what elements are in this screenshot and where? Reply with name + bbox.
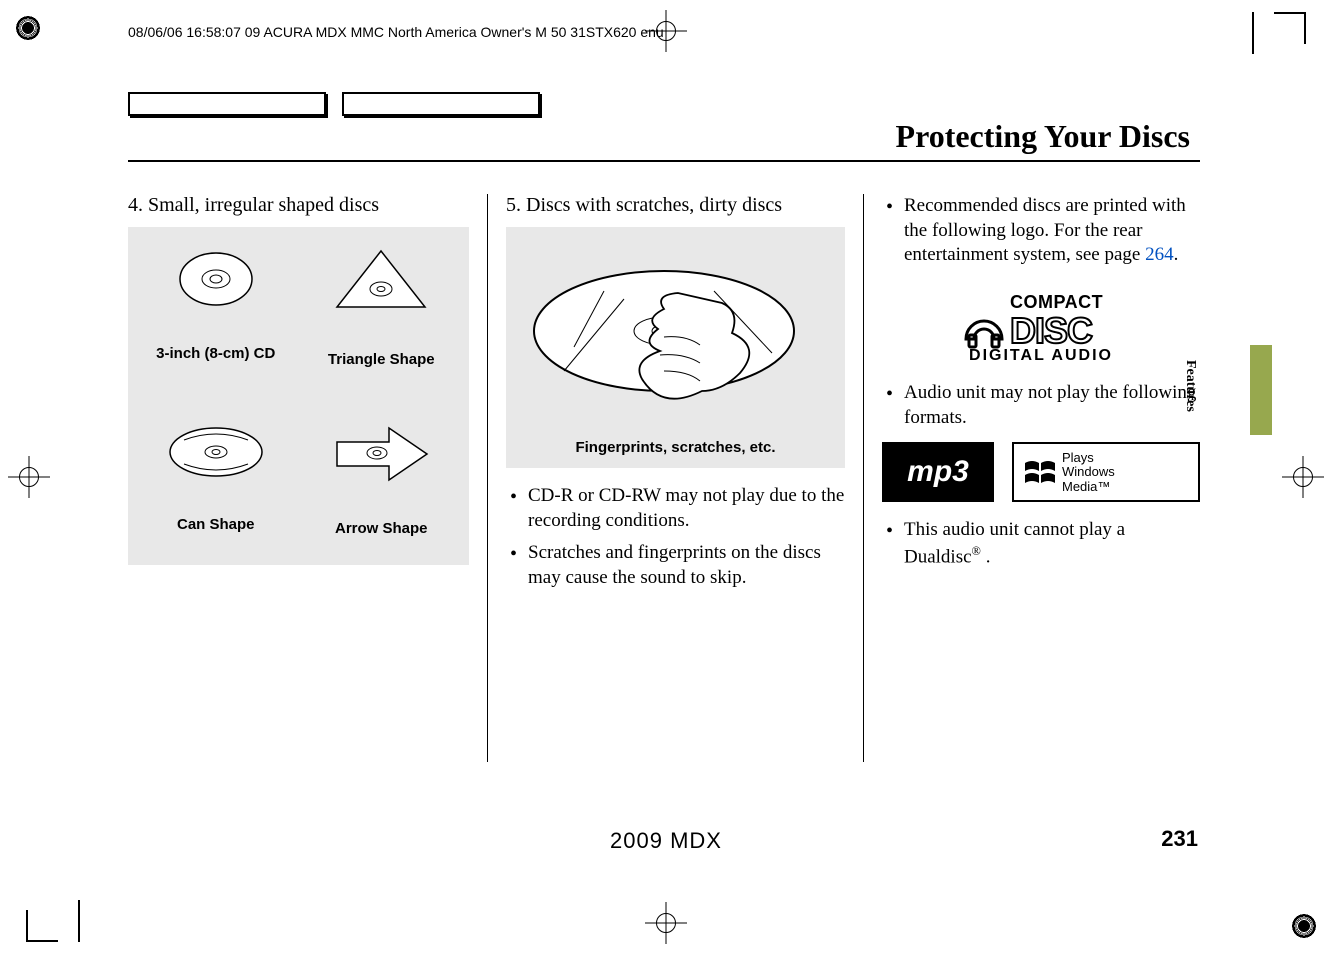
page-link[interactable]: 264 — [1145, 244, 1174, 265]
crop-line-tr — [1252, 12, 1254, 54]
crop-line-bl — [78, 900, 80, 942]
footer-page-number: 231 — [1161, 826, 1198, 852]
text: . — [1174, 244, 1179, 265]
wm-text: Plays — [1062, 451, 1115, 465]
hand-disc-icon — [514, 241, 814, 421]
col3-bullets-3: This audio unit cannot play a Dualdisc® … — [882, 518, 1200, 570]
registration-mark-br — [1290, 912, 1318, 940]
page-title: Protecting Your Discs — [896, 118, 1190, 155]
can-icon — [166, 422, 266, 482]
svg-text:DISC: DISC — [1010, 313, 1093, 349]
shape-label: Can Shape — [177, 516, 255, 533]
wm-text: Windows — [1062, 465, 1115, 479]
shape-label: Triangle Shape — [328, 351, 435, 368]
bullet-item: Recommended discs are printed with the f… — [882, 194, 1200, 268]
compact-disc-logo: COMPACT DISC DIGITAL AUDIO — [882, 292, 1200, 365]
header-metadata: 08/06/06 16:58:07 09 ACURA MDX MMC North… — [128, 24, 664, 40]
format-logos: mp3 Plays Windows Media™ — [882, 442, 1200, 502]
column-1: 4. Small, irregular shaped discs 3-inch … — [128, 194, 469, 762]
column-2: 5. Discs with scratches, dirty discs Fin… — [506, 194, 845, 762]
shape-label: 3-inch (8-cm) CD — [156, 345, 275, 362]
shapes-panel: 3-inch (8-cm) CD Triangle Shape — [128, 227, 469, 565]
registered-mark: ® — [972, 544, 981, 558]
wm-text: Media™ — [1062, 480, 1115, 494]
windows-flag-icon — [1022, 455, 1056, 489]
text: . — [981, 546, 991, 567]
text: Recommended discs are printed with the f… — [904, 195, 1186, 265]
title-rule — [128, 160, 1200, 162]
mp3-logo: mp3 — [882, 442, 994, 502]
cd-logo-digital: DIGITAL AUDIO — [969, 347, 1113, 365]
col3-bullets-2: Audio unit may not play the following fo… — [882, 381, 1200, 430]
footer-model: 2009 MDX — [610, 828, 722, 854]
scratch-panel: Fingerprints, scratches, etc. — [506, 227, 845, 468]
crop-corner-bl — [26, 910, 58, 942]
shape-label: Arrow Shape — [335, 520, 428, 537]
scratch-caption: Fingerprints, scratches, etc. — [514, 439, 837, 456]
col2-heading: 5. Discs with scratches, dirty discs — [506, 194, 845, 217]
crosshair-bottom — [651, 908, 681, 938]
cd-logo-compact: COMPACT — [1010, 292, 1103, 313]
page: 08/06/06 16:58:07 09 ACURA MDX MMC North… — [0, 0, 1332, 954]
windows-media-logo: Plays Windows Media™ — [1012, 442, 1200, 502]
crosshair-right — [1288, 462, 1318, 492]
crosshair-left — [14, 462, 44, 492]
text: This audio unit cannot play a Dualdisc — [904, 519, 1125, 567]
bullet-item: This audio unit cannot play a Dualdisc® … — [882, 518, 1200, 570]
col1-heading: 4. Small, irregular shaped discs — [128, 194, 469, 217]
column-3: Recommended discs are printed with the f… — [882, 194, 1200, 762]
section-tab — [1250, 345, 1272, 435]
column-separator-1 — [487, 194, 488, 762]
shape-small-cd: 3-inch (8-cm) CD — [138, 247, 294, 368]
registration-mark-tl — [14, 14, 42, 42]
shape-can: Can Shape — [138, 422, 294, 537]
disc-glyph-icon — [962, 305, 1006, 349]
crop-corner-tr — [1274, 12, 1306, 44]
bullet-item: Scratches and fingerprints on the discs … — [506, 541, 845, 590]
arrow-icon — [331, 422, 431, 486]
shape-triangle: Triangle Shape — [304, 247, 460, 368]
columns: 4. Small, irregular shaped discs 3-inch … — [128, 194, 1200, 762]
col2-bullets: CD-R or CD-RW may not play due to the re… — [506, 484, 845, 591]
bullet-item: CD-R or CD-RW may not play due to the re… — [506, 484, 845, 533]
shape-arrow: Arrow Shape — [304, 422, 460, 537]
column-separator-2 — [863, 194, 864, 762]
triangle-icon — [333, 247, 429, 317]
disc-word-icon: DISC — [1010, 313, 1120, 349]
col3-bullets: Recommended discs are printed with the f… — [882, 194, 1200, 268]
tab-placeholders — [128, 92, 540, 116]
small-cd-icon — [176, 247, 256, 311]
bullet-item: Audio unit may not play the following fo… — [882, 381, 1200, 430]
